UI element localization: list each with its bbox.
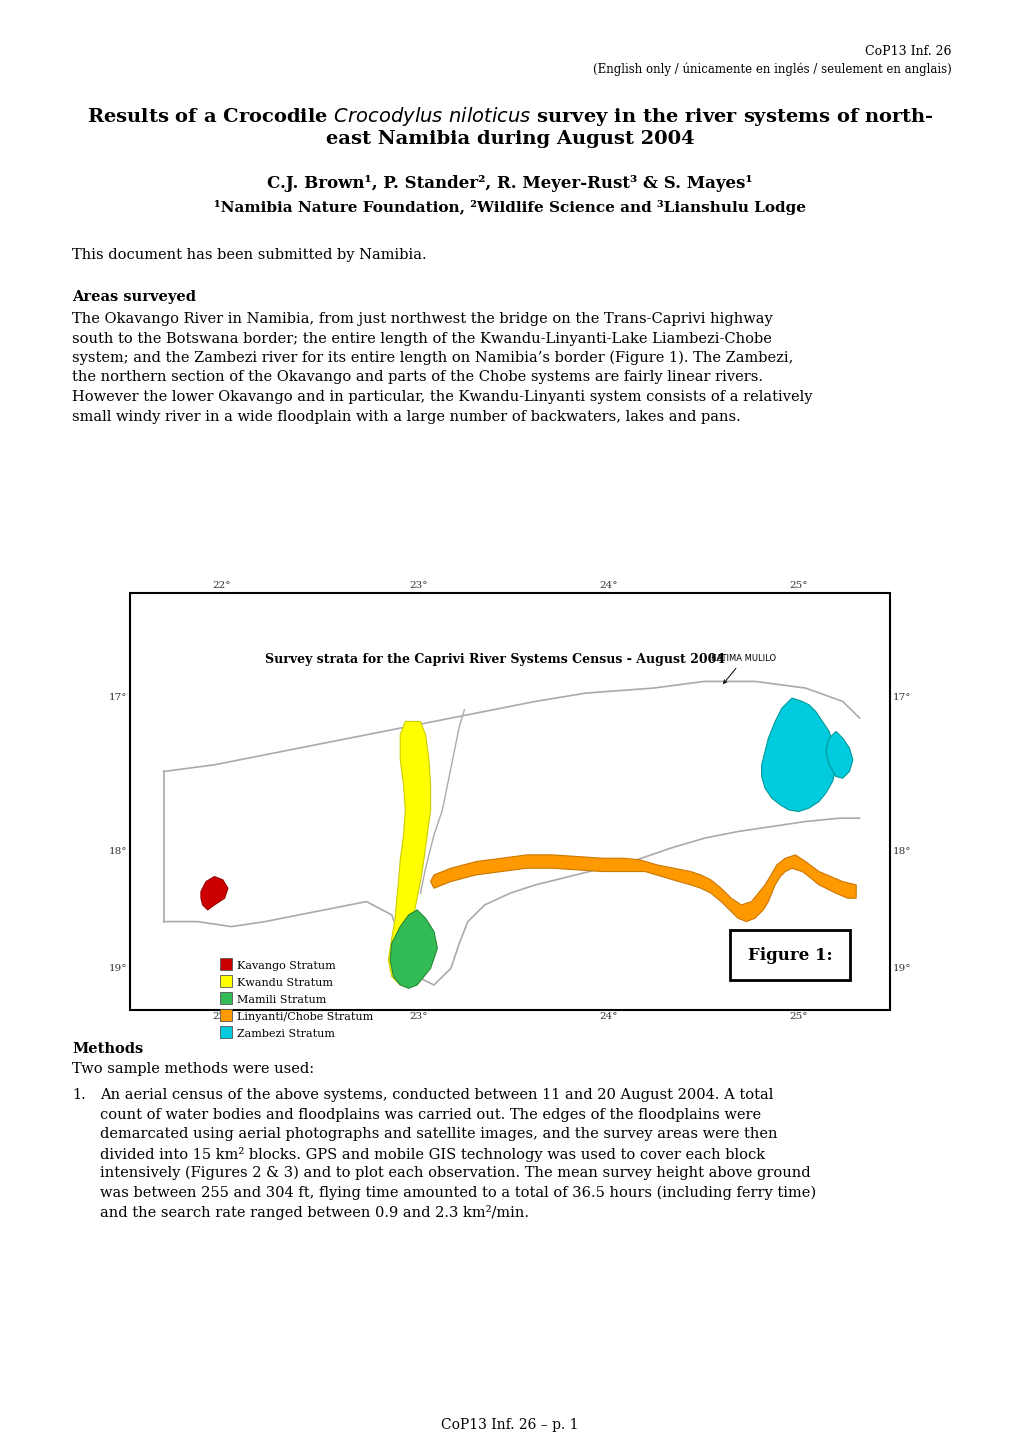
Text: system; and the Zambezi river for its entire length on Namibia’s border (Figure : system; and the Zambezi river for its en… bbox=[72, 351, 793, 365]
Text: An aerial census of the above systems, conducted between 11 and 20 August 2004. : An aerial census of the above systems, c… bbox=[100, 1088, 772, 1102]
Text: Figure 1:: Figure 1: bbox=[747, 947, 832, 964]
Text: 19°: 19° bbox=[108, 964, 127, 973]
Bar bbox=[220, 1009, 231, 1022]
Text: 18°: 18° bbox=[892, 847, 911, 856]
Text: 25°: 25° bbox=[789, 582, 807, 590]
Text: CoP13 Inf. 26: CoP13 Inf. 26 bbox=[865, 45, 951, 58]
Text: The Okavango River in Namibia, from just northwest the bridge on the Trans-Capri: The Okavango River in Namibia, from just… bbox=[72, 312, 772, 326]
Text: small windy river in a wide floodplain with a large number of backwaters, lakes : small windy river in a wide floodplain w… bbox=[72, 410, 740, 423]
Text: Zambezi Stratum: Zambezi Stratum bbox=[236, 1029, 334, 1039]
Text: 22°: 22° bbox=[212, 1012, 230, 1022]
Text: Mamili Stratum: Mamili Stratum bbox=[236, 996, 326, 1004]
Text: However the lower Okavango and in particular, the Kwandu-Linyanti system consist: However the lower Okavango and in partic… bbox=[72, 390, 812, 404]
Text: divided into 15 km² blocks. GPS and mobile GIS technology was used to cover each: divided into 15 km² blocks. GPS and mobi… bbox=[100, 1147, 764, 1162]
Text: demarcated using aerial photographs and satellite images, and the survey areas w: demarcated using aerial photographs and … bbox=[100, 1127, 776, 1141]
Polygon shape bbox=[389, 911, 437, 988]
Text: CoP13 Inf. 26 – p. 1: CoP13 Inf. 26 – p. 1 bbox=[441, 1418, 578, 1431]
Polygon shape bbox=[825, 732, 852, 778]
Text: Linyanti/Chobe Stratum: Linyanti/Chobe Stratum bbox=[236, 1012, 373, 1022]
Text: 17°: 17° bbox=[892, 693, 911, 701]
Text: 23°: 23° bbox=[410, 1012, 428, 1022]
Text: Two sample methods were used:: Two sample methods were used: bbox=[72, 1062, 314, 1076]
Bar bbox=[129, 593, 890, 1010]
Text: south to the Botswana border; the entire length of the Kwandu-Linyanti-Lake Liam: south to the Botswana border; the entire… bbox=[72, 332, 771, 345]
Text: ¹Namibia Nature Foundation, ²Wildlife Science and ³Lianshulu Lodge: ¹Namibia Nature Foundation, ²Wildlife Sc… bbox=[214, 201, 805, 215]
Text: KATIMA MULILO: KATIMA MULILO bbox=[710, 655, 775, 684]
Bar bbox=[730, 929, 849, 980]
Bar bbox=[220, 991, 231, 1004]
Text: 24°: 24° bbox=[599, 582, 618, 590]
Text: 17°: 17° bbox=[108, 693, 127, 701]
Text: 19°: 19° bbox=[892, 964, 911, 973]
Text: 1.: 1. bbox=[72, 1088, 86, 1102]
Bar bbox=[220, 1026, 231, 1038]
Text: Kwandu Stratum: Kwandu Stratum bbox=[236, 978, 332, 988]
Text: east Namibia during August 2004: east Namibia during August 2004 bbox=[325, 130, 694, 149]
Text: Areas surveyed: Areas surveyed bbox=[72, 290, 196, 304]
Polygon shape bbox=[388, 722, 430, 986]
Text: 18°: 18° bbox=[108, 847, 127, 856]
Text: C.J. Brown¹, P. Stander², R. Meyer-Rust³ & S. Mayes¹: C.J. Brown¹, P. Stander², R. Meyer-Rust³… bbox=[267, 175, 752, 192]
Text: Kavango Stratum: Kavango Stratum bbox=[236, 961, 335, 971]
Polygon shape bbox=[201, 876, 227, 911]
Text: 22°: 22° bbox=[212, 582, 230, 590]
Text: the northern section of the Okavango and parts of the Chobe systems are fairly l: the northern section of the Okavango and… bbox=[72, 371, 762, 384]
Text: 25°: 25° bbox=[789, 1012, 807, 1022]
Text: and the search rate ranged between 0.9 and 2.3 km²/min.: and the search rate ranged between 0.9 a… bbox=[100, 1205, 529, 1219]
Text: Survey strata for the Caprivi River Systems Census - August 2004: Survey strata for the Caprivi River Syst… bbox=[265, 654, 725, 667]
Text: (English only / únicamente en inglés / seulement en anglais): (English only / únicamente en inglés / s… bbox=[593, 62, 951, 75]
Bar bbox=[220, 958, 231, 970]
Text: Methods: Methods bbox=[72, 1042, 143, 1056]
Text: count of water bodies and floodplains was carried out. The edges of the floodpla: count of water bodies and floodplains wa… bbox=[100, 1107, 760, 1121]
Text: This document has been submitted by Namibia.: This document has been submitted by Nami… bbox=[72, 248, 426, 263]
Text: intensively (Figures 2 & 3) and to plot each observation. The mean survey height: intensively (Figures 2 & 3) and to plot … bbox=[100, 1166, 810, 1180]
Polygon shape bbox=[430, 854, 855, 922]
Text: 23°: 23° bbox=[410, 582, 428, 590]
Text: Results of a Crocodile $\mathit{Crocodylus\ niloticus}$ survey in the river syst: Results of a Crocodile $\mathit{Crocodyl… bbox=[87, 105, 932, 128]
Text: was between 255 and 304 ft, flying time amounted to a total of 36.5 hours (inclu: was between 255 and 304 ft, flying time … bbox=[100, 1186, 815, 1201]
Text: 24°: 24° bbox=[599, 1012, 618, 1022]
Polygon shape bbox=[761, 698, 836, 811]
Bar bbox=[220, 975, 231, 987]
